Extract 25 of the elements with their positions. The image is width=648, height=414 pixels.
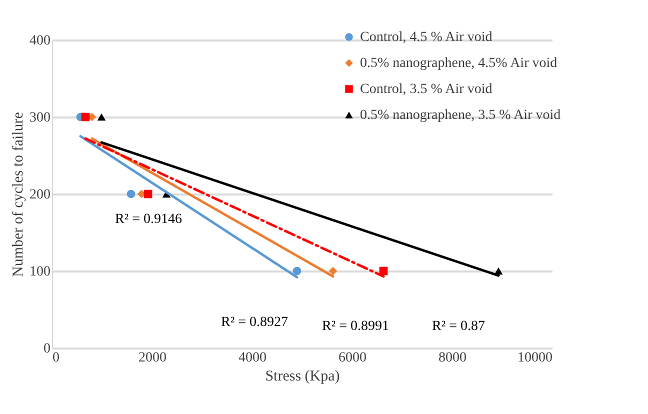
point xyxy=(292,266,302,276)
annotation: R² = 0.87 xyxy=(432,319,485,334)
annotation: R² = 0.8991 xyxy=(322,319,389,334)
point xyxy=(81,112,90,122)
y-tick-label: 200 xyxy=(30,188,50,202)
y-tick-label: 100 xyxy=(30,264,50,280)
x-tick-label: 10000 xyxy=(518,350,552,366)
x-tick-label: 4000 xyxy=(238,350,266,366)
x-axis-title: Stress (Kpa) xyxy=(265,368,340,384)
point xyxy=(144,190,152,198)
legend-label: Control, 3.5 % Air void xyxy=(360,82,492,97)
x-tick-label: 2000 xyxy=(138,350,166,366)
y-tick-label: 400 xyxy=(30,34,50,48)
legend-label: 0.5% nanographene, 3.5 % Air void xyxy=(360,108,561,123)
point xyxy=(97,113,106,121)
point xyxy=(126,190,136,198)
y-axis-title: Number of cycles to failure xyxy=(10,112,26,277)
x-tick-label: 8000 xyxy=(438,350,466,366)
y-tick-label: 300 xyxy=(30,110,50,126)
annotation: R² = 0.9146 xyxy=(115,212,182,227)
x-tick-label: 6000 xyxy=(338,350,366,366)
annotation: R² = 0.8927 xyxy=(221,315,288,330)
legend-label: 0.5% nanographene, 4.5% Air void xyxy=(360,56,558,71)
legend-label: Control, 4.5 % Air void xyxy=(360,30,492,45)
point xyxy=(328,266,338,276)
